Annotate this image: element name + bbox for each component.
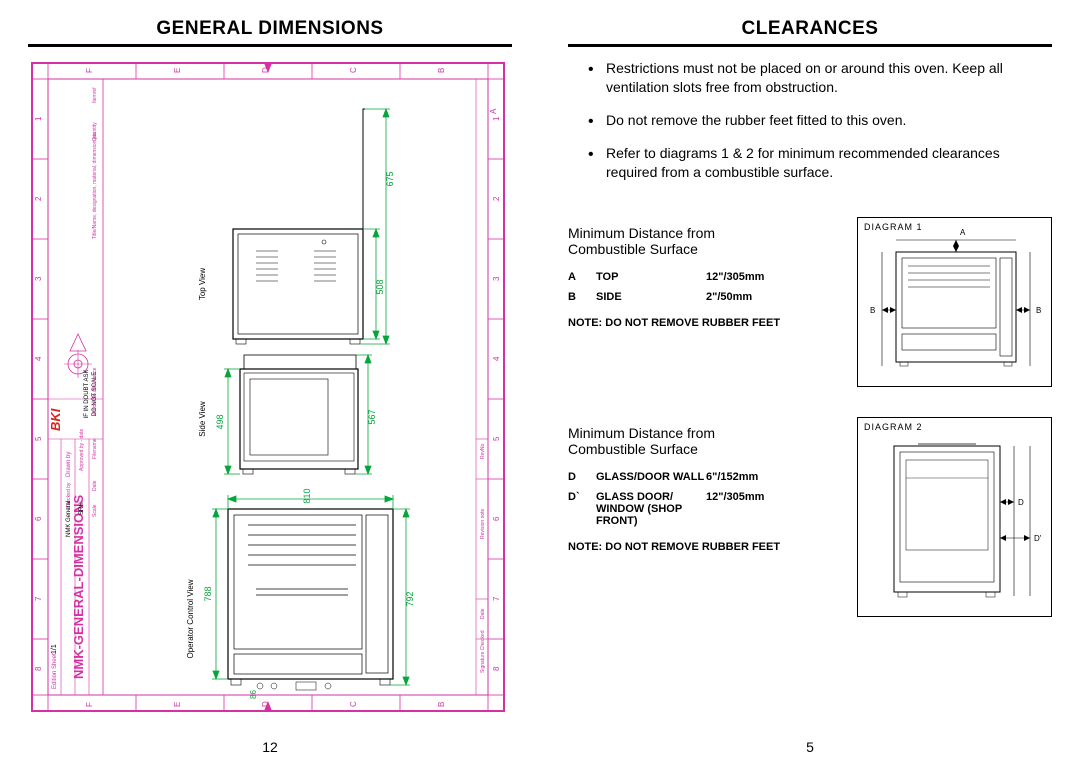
- pagenum-right: 5: [540, 739, 1080, 755]
- heading-right: CLEARANCES: [568, 18, 1052, 40]
- svg-text:B: B: [437, 68, 446, 73]
- bullet-3: Refer to diagrams 1 & 2 for minimum reco…: [606, 144, 1052, 182]
- svg-text:Edition Sheet: Edition Sheet: [52, 653, 58, 689]
- svg-text:RevNo: RevNo: [480, 443, 486, 459]
- rule-left: [28, 44, 512, 47]
- svg-text:810: 810: [302, 488, 312, 503]
- svg-text:Signature Checked: Signature Checked: [480, 630, 486, 673]
- bullet-1: Restrictions must not be placed on or ar…: [606, 59, 1052, 97]
- svg-text:Date: Date: [480, 608, 486, 619]
- titleblock-title: NMK-GENERAL-DIMENSIONS: [71, 495, 86, 679]
- diagram2-caption: DIAGRAM 2: [864, 422, 923, 432]
- svg-text:E: E: [173, 68, 182, 73]
- svg-text:6: 6: [34, 516, 43, 521]
- svg-text:4: 4: [34, 356, 43, 361]
- svg-text:IF IN DOUBT ASK: IF IN DOUBT ASK: [84, 370, 90, 419]
- svg-text:Top View: Top View: [198, 268, 207, 301]
- svg-text:Approved by - date: Approved by - date: [79, 429, 85, 471]
- svg-text:508: 508: [375, 279, 385, 294]
- svg-text:E: E: [173, 702, 182, 707]
- title-block: NMK-GENERAL-DIMENSIONS Drawn by Checked …: [48, 79, 103, 695]
- svg-text:Drawn by: Drawn by: [66, 452, 72, 477]
- svg-text:792: 792: [405, 591, 415, 606]
- svg-text:Operator Control View: Operator Control View: [186, 579, 195, 658]
- pagenum-left: 12: [0, 739, 540, 755]
- bullet-2: Do not remove the rubber feet fitted to …: [606, 111, 1052, 130]
- svg-text:1/1: 1/1: [51, 644, 58, 654]
- svg-text:2: 2: [34, 196, 43, 201]
- drawing-svg: F E D C B A F E D C B 1 2 3 4 5 6 7 8 1: [28, 59, 508, 719]
- page-left: GENERAL DIMENSIONS: [0, 0, 540, 763]
- svg-text:1: 1: [34, 116, 43, 121]
- diagram-2: DIAGRAM 2 D: [857, 417, 1052, 617]
- diagram-1: DIAGRAM 1: [857, 217, 1052, 387]
- svg-text:BKI: BKI: [48, 408, 63, 431]
- top-view-group: 508 675 Top View: [198, 109, 395, 344]
- engineering-drawing: F E D C B A F E D C B 1 2 3 4 5 6 7 8 1: [28, 59, 508, 719]
- svg-text:675: 675: [385, 171, 395, 186]
- svg-text:3: 3: [492, 276, 501, 281]
- svg-text:86: 86: [249, 690, 258, 699]
- svg-text:A: A: [489, 108, 498, 114]
- svg-text:6: 6: [492, 516, 501, 521]
- svg-text:Scale: Scale: [92, 504, 98, 517]
- svg-text:1: 1: [492, 116, 501, 121]
- diagram1-svg: A B B: [858, 218, 1053, 388]
- svg-text:3: 3: [34, 276, 43, 281]
- svg-text:Itemref: Itemref: [92, 87, 98, 103]
- side-view-group: 498 567 Side View: [198, 355, 377, 474]
- svg-text:8: 8: [492, 666, 501, 671]
- svg-text:SRH: SRH: [79, 502, 85, 515]
- svg-text:B: B: [870, 306, 875, 315]
- svg-text:C: C: [349, 67, 358, 73]
- svg-text:Title/Name, designation, mater: Title/Name, designation, material, dimen…: [92, 132, 98, 239]
- svg-text:Article No./Reference: Article No./Reference: [92, 367, 98, 415]
- svg-text:7: 7: [492, 596, 501, 601]
- rule-right: [568, 44, 1052, 47]
- svg-text:F: F: [85, 68, 94, 73]
- svg-text:8: 8: [34, 666, 43, 671]
- svg-text:NMK General: NMK General: [66, 501, 72, 537]
- svg-text:D: D: [1018, 498, 1024, 507]
- heading-left: GENERAL DIMENSIONS: [28, 18, 512, 40]
- svg-text:567: 567: [367, 409, 377, 424]
- svg-text:B: B: [1036, 306, 1041, 315]
- svg-text:Revision note: Revision note: [480, 508, 486, 539]
- svg-text:Date: Date: [92, 480, 98, 491]
- svg-text:B: B: [437, 702, 446, 707]
- svg-text:A: A: [960, 228, 966, 237]
- svg-text:D': D': [1034, 534, 1042, 543]
- svg-text:5: 5: [492, 436, 501, 441]
- svg-text:C: C: [349, 701, 358, 707]
- svg-text:7: 7: [34, 596, 43, 601]
- svg-text:5: 5: [34, 436, 43, 441]
- diagram2-svg: D D': [858, 418, 1053, 618]
- svg-text:F: F: [85, 702, 94, 707]
- svg-text:2: 2: [492, 196, 501, 201]
- front-view-group: 788 792 810: [186, 488, 415, 699]
- svg-text:Side View: Side View: [198, 401, 207, 437]
- svg-text:788: 788: [203, 586, 213, 601]
- svg-text:Filename: Filename: [92, 438, 98, 459]
- clearances-bullets: Restrictions must not be placed on or ar…: [568, 59, 1052, 181]
- diagram1-caption: DIAGRAM 1: [864, 222, 923, 232]
- svg-text:498: 498: [215, 414, 225, 429]
- svg-text:4: 4: [492, 356, 501, 361]
- page-right: CLEARANCES Restrictions must not be plac…: [540, 0, 1080, 763]
